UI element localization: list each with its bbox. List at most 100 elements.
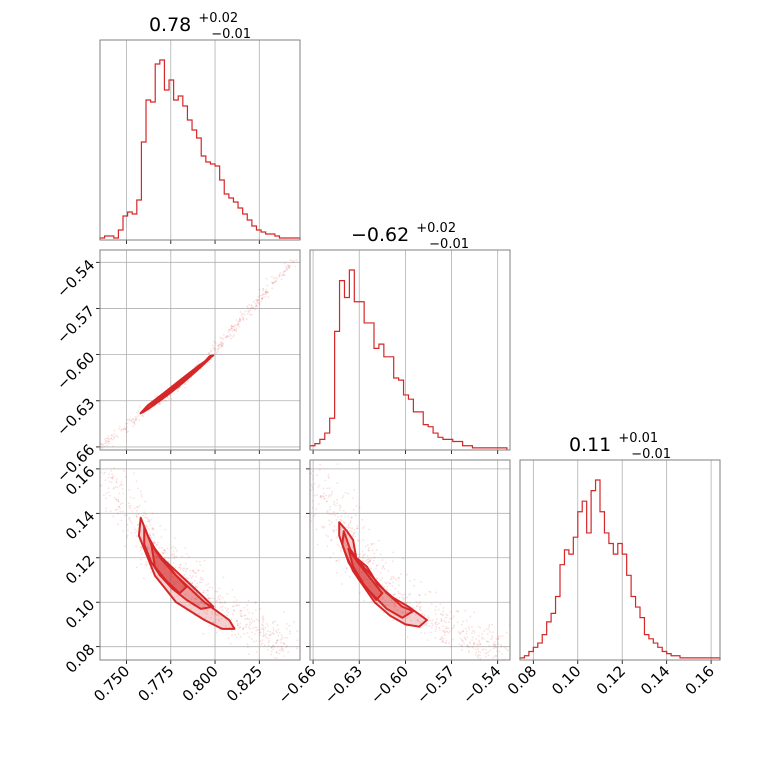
sample-point — [440, 618, 443, 620]
sample-point — [139, 549, 142, 552]
sample-point — [107, 487, 110, 490]
sample-point — [220, 345, 223, 347]
sample-point — [492, 644, 495, 647]
sample-point — [486, 651, 489, 654]
sample-point — [219, 343, 222, 346]
sample-point — [276, 639, 279, 642]
sample-point — [108, 440, 110, 442]
sample-point — [352, 534, 355, 537]
sample-point — [246, 312, 249, 315]
sample-point — [102, 443, 105, 446]
sample-point — [270, 633, 273, 636]
sample-point — [296, 639, 299, 642]
sample-point — [419, 601, 421, 604]
sample-point — [344, 522, 346, 525]
sample-point — [285, 265, 287, 268]
sample-point — [326, 510, 329, 513]
sample-point — [473, 643, 476, 646]
sample-point — [220, 342, 223, 344]
sample-point — [275, 280, 278, 283]
sample-point — [238, 325, 241, 328]
sample-point — [251, 620, 254, 623]
sample-point — [345, 567, 348, 570]
sample-point — [326, 500, 329, 503]
sample-point — [282, 655, 285, 658]
sample-point — [286, 636, 288, 639]
sample-point — [418, 594, 421, 596]
sample-point — [397, 577, 400, 580]
sample-point — [437, 608, 440, 611]
sample-point — [192, 569, 194, 572]
sample-point — [446, 627, 448, 630]
sample-point — [239, 612, 242, 615]
sample-point — [355, 562, 358, 565]
sample-point — [434, 613, 437, 616]
sample-point — [215, 590, 217, 593]
sample-point — [205, 584, 208, 587]
sample-point — [402, 557, 405, 560]
sample-point — [349, 526, 352, 529]
histogram-step-0 — [99, 59, 301, 240]
sample-point — [439, 603, 442, 605]
sample-point — [233, 329, 236, 332]
sample-point — [345, 526, 348, 529]
sample-point — [475, 648, 477, 651]
sample-point — [474, 653, 477, 656]
sample-point — [384, 581, 387, 584]
sample-point — [112, 475, 115, 478]
sample-point — [448, 642, 450, 644]
sample-point — [311, 486, 314, 489]
sample-point — [276, 639, 278, 642]
sample-point — [147, 547, 149, 550]
sample-point — [328, 508, 331, 511]
sample-point — [183, 567, 186, 570]
sample-point — [497, 637, 500, 640]
sample-point — [221, 602, 224, 605]
sample-point — [266, 648, 269, 651]
sample-point — [113, 435, 116, 438]
sample-point — [399, 573, 402, 575]
sample-point — [444, 641, 447, 644]
sample-point — [159, 525, 162, 527]
sample-point — [221, 342, 224, 345]
sample-point — [132, 425, 135, 428]
sample-point — [492, 657, 494, 659]
sample-point — [471, 629, 474, 632]
sample-point — [232, 325, 235, 328]
sample-point — [315, 528, 318, 531]
sample-point — [468, 628, 470, 630]
sample-point — [239, 622, 242, 625]
sample-point — [261, 642, 264, 645]
sample-point — [514, 621, 516, 623]
sample-point — [123, 427, 126, 430]
sample-point — [252, 300, 255, 303]
sample-point — [335, 559, 338, 562]
sample-point — [109, 476, 112, 479]
sample-point — [133, 531, 136, 534]
sample-point — [133, 422, 136, 425]
sample-point — [246, 305, 249, 308]
sample-point — [172, 562, 175, 564]
sample-point — [265, 633, 268, 635]
sample-point — [264, 634, 267, 637]
sample-point — [227, 637, 230, 639]
sample-point — [398, 584, 400, 587]
sample-point — [218, 601, 221, 604]
sample-point — [260, 643, 263, 646]
sample-point — [194, 585, 197, 588]
x-tick-label: −0.54 — [459, 662, 504, 707]
sample-point — [416, 619, 419, 622]
sample-point — [379, 579, 382, 581]
sample-point — [152, 533, 155, 536]
sample-point — [385, 582, 388, 585]
sample-point — [330, 494, 332, 497]
sample-point — [124, 428, 127, 430]
sample-point — [499, 635, 501, 638]
sample-point — [354, 514, 357, 517]
sample-point — [351, 516, 353, 518]
sample-point — [296, 630, 299, 633]
sample-point — [477, 643, 480, 646]
sample-point — [485, 628, 488, 630]
sample-point — [184, 386, 187, 389]
sample-point — [133, 472, 136, 475]
